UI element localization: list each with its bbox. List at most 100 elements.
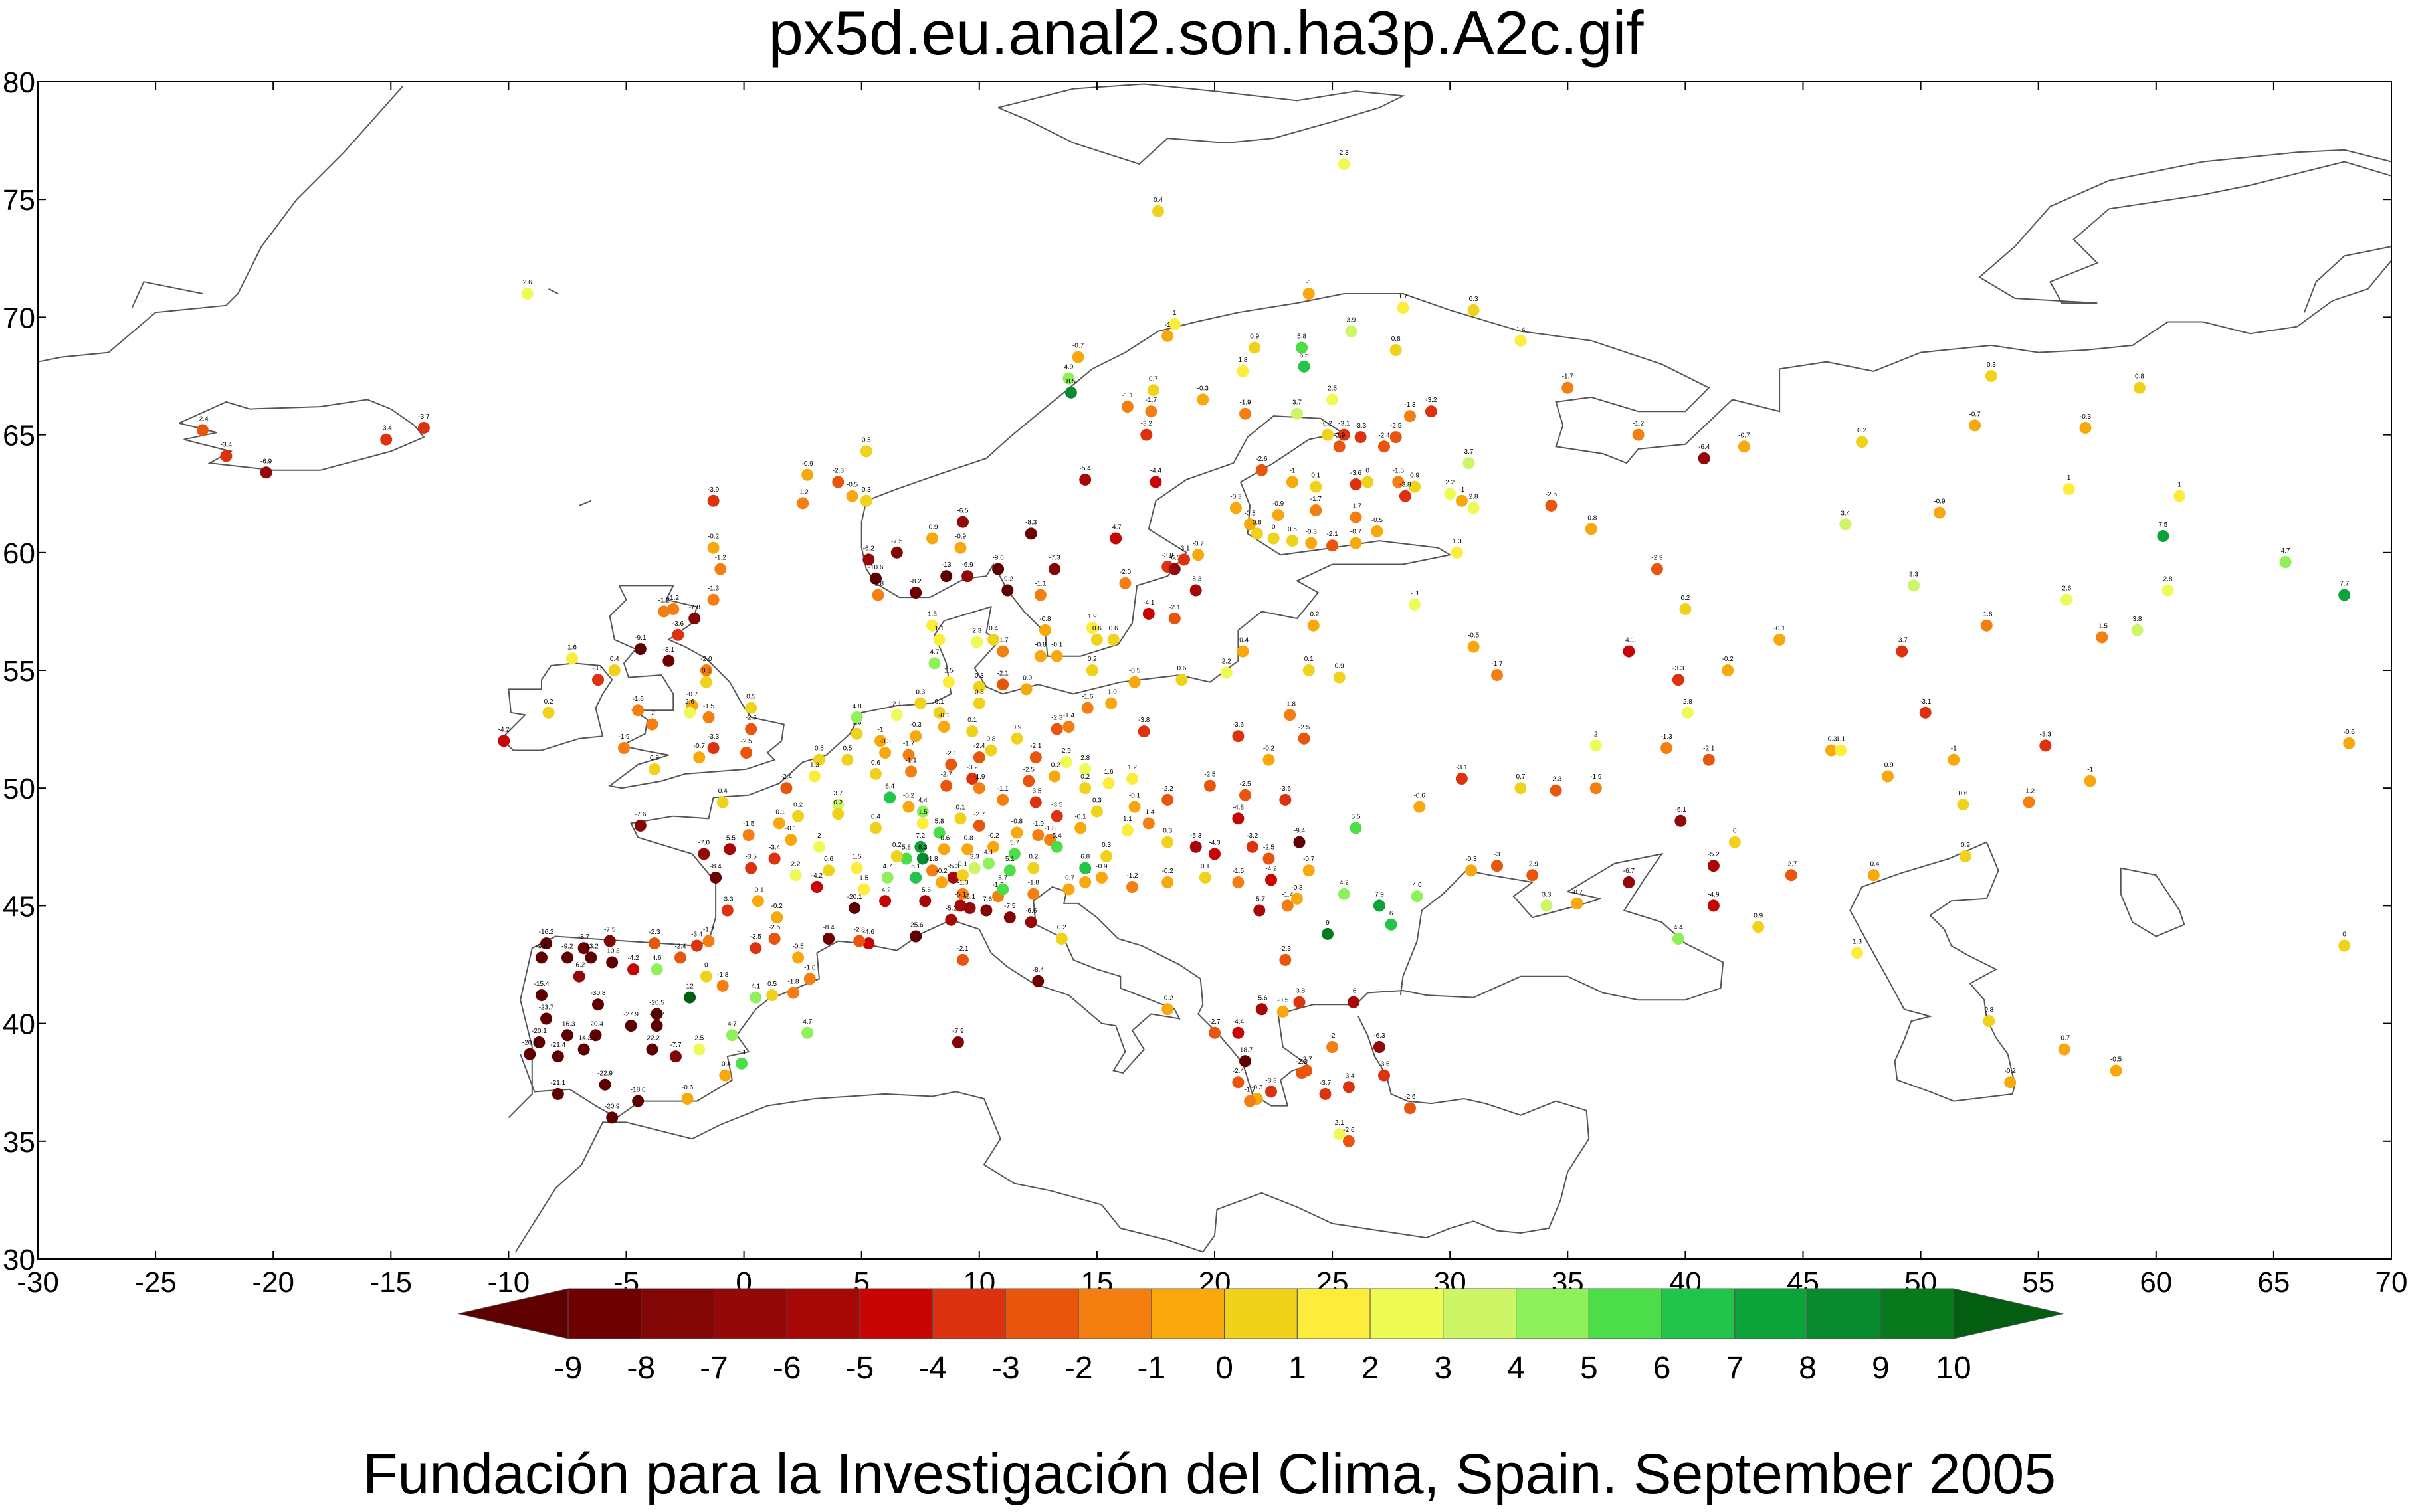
- station-dot: [1011, 826, 1023, 839]
- station-value-label: -0.7: [1072, 343, 1084, 350]
- station-value-label: -1.7: [1244, 1087, 1256, 1094]
- station-value-label: -4.2: [879, 886, 891, 894]
- station-dot: [862, 937, 875, 950]
- colorbar-legend: -9 -8 -7 -6 -5 -4 -3 -2 -1 0 1 2 3 4 5 6 7 8 9 10: [458, 1288, 2064, 1386]
- station-value-label: 2: [1594, 731, 1598, 738]
- station-dot: [1237, 645, 1249, 658]
- station-dot: [1276, 1005, 1289, 1018]
- station-dot: [768, 933, 781, 945]
- station-value-label: 3.7: [833, 790, 843, 797]
- station-value-label: -6.2: [863, 545, 875, 552]
- station-value-label: -2: [1330, 1032, 1336, 1040]
- station-value-label: -9.2: [561, 943, 573, 950]
- station-value-label: -1.9: [973, 773, 985, 781]
- station-dot: [2338, 939, 2351, 952]
- colorbar-bin: [786, 1288, 860, 1339]
- station-dot: [606, 1111, 619, 1124]
- station-dot: [533, 1036, 546, 1048]
- station-value-label: 0.4: [871, 813, 880, 820]
- station-dot: [1345, 325, 1357, 337]
- station-value-label: -0.7: [1969, 411, 1981, 418]
- station-dot: [1293, 996, 1306, 1008]
- station-value-label: -5.1: [946, 905, 957, 913]
- station-dot: [1404, 410, 1416, 423]
- station-dot: [1090, 633, 1103, 646]
- station-dot: [589, 1029, 602, 1042]
- station-value-label: -4.9: [1708, 891, 1720, 898]
- station-value-label: -7.8: [689, 604, 701, 611]
- station-value-label: 2.8: [1683, 698, 1692, 706]
- station-value-label: -4.4: [1150, 468, 1162, 475]
- station-value-label: 0: [1365, 468, 1369, 475]
- station-dot: [997, 678, 1009, 691]
- station-dot: [1138, 725, 1150, 738]
- station-dot: [858, 883, 870, 896]
- station-value-label: -3.9: [708, 486, 720, 494]
- station-value-label: 1.5: [918, 808, 928, 816]
- station-value-label: -2.0: [700, 656, 712, 663]
- station-dot: [1161, 793, 1174, 806]
- coastline-segment: [1978, 149, 2392, 304]
- colorbar-bin: [641, 1288, 714, 1339]
- station-value-label: -2.6: [1256, 456, 1268, 463]
- station-value-label: -1.3: [1660, 733, 1672, 741]
- station-dot: [585, 951, 597, 964]
- station-value-label: -6.1: [964, 894, 976, 901]
- station-dot: [1246, 840, 1258, 853]
- station-value-label: -2.5: [740, 738, 752, 745]
- station-dot: [1296, 341, 1308, 354]
- station-dot: [1161, 1003, 1174, 1016]
- station-value-label: -0.4: [1237, 637, 1249, 644]
- station-dot: [1175, 674, 1188, 686]
- station-dot: [902, 749, 915, 761]
- station-dot: [947, 871, 959, 884]
- station-value-label: 1: [2067, 474, 2071, 482]
- station-value-label: -20.5: [649, 999, 664, 1006]
- station-value-label: 3.9: [1346, 317, 1356, 324]
- station-dot: [646, 718, 658, 731]
- station-value-label: -2.2: [1162, 785, 1174, 793]
- station-value-label: 4.7: [728, 1020, 737, 1028]
- station-dot: [957, 869, 969, 882]
- station-dot: [785, 834, 797, 846]
- station-value-label: 4.2: [1340, 880, 1349, 887]
- station-dot: [983, 857, 995, 870]
- coastline-segment: [515, 1016, 1590, 1253]
- station-dot: [872, 589, 884, 601]
- station-dot: [1300, 1064, 1313, 1077]
- station-dot: [1232, 1076, 1245, 1089]
- station-value-label: -3.5: [1030, 788, 1042, 795]
- station-dot: [702, 935, 715, 947]
- station-dot: [1081, 702, 1094, 714]
- station-dot: [919, 895, 932, 907]
- station-dot: [980, 904, 993, 917]
- station-dot: [1933, 506, 1946, 519]
- station-value-label: -0.3: [1197, 385, 1209, 392]
- station-value-label: -1: [1951, 745, 1957, 753]
- station-value-label: -0.7: [1303, 856, 1315, 863]
- station-dot: [536, 951, 548, 964]
- station-value-label: -6.7: [1623, 868, 1635, 875]
- station-dot: [851, 862, 863, 874]
- station-dot: [1371, 525, 1383, 537]
- station-value-label: 4.6: [653, 955, 662, 962]
- station-dot: [890, 850, 903, 862]
- colorbar-bin: [859, 1288, 934, 1339]
- colorbar-tick-label: 2: [1361, 1351, 1379, 1386]
- station-value-label: -0.6: [1414, 793, 1426, 800]
- station-dot: [1232, 876, 1245, 888]
- station-dot: [1985, 370, 1997, 382]
- station-value-label: -23.7: [539, 1004, 554, 1012]
- station-dot: [860, 494, 872, 507]
- station-value-label: -1.0: [1106, 689, 1118, 696]
- station-dot: [2060, 593, 2073, 606]
- station-value-label: 0.1: [1201, 863, 1210, 870]
- station-dot: [997, 645, 1009, 658]
- station-value-label: 7.9: [1375, 891, 1384, 898]
- station-dot: [1632, 428, 1645, 441]
- station-value-label: -20.1: [532, 1028, 547, 1035]
- station-dot: [1322, 927, 1334, 940]
- station-dot: [700, 676, 712, 688]
- station-dot: [690, 939, 703, 952]
- station-dot: [1145, 405, 1157, 418]
